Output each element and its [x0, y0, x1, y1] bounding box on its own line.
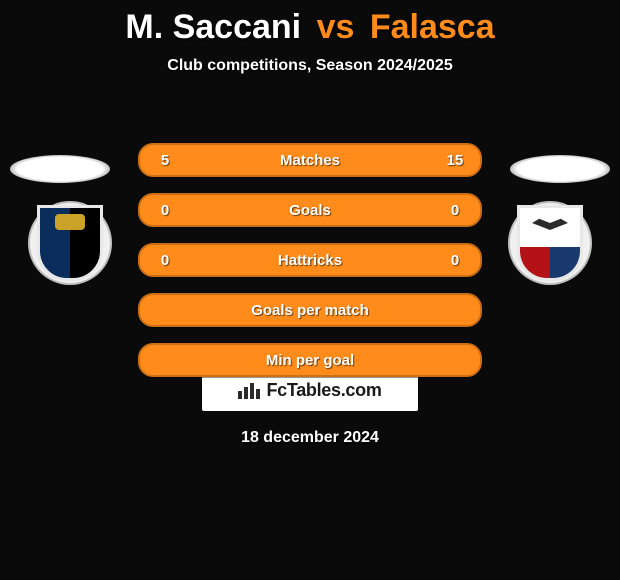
- subtitle: Club competitions, Season 2024/2025: [0, 57, 620, 75]
- halo-right: [510, 155, 610, 183]
- page-title: M. Saccani vs Falasca: [0, 0, 620, 47]
- stat-row-goals-per-match: Goals per match: [138, 293, 482, 327]
- crest-casertana-icon: [517, 205, 583, 281]
- title-player2: Falasca: [370, 8, 495, 46]
- club-badge-left: [28, 201, 112, 285]
- stat-label: Min per goal: [140, 352, 480, 369]
- date: 18 december 2024: [0, 429, 620, 447]
- club-badge-right: [508, 201, 592, 285]
- stat-label: Goals per match: [140, 302, 480, 319]
- stat-label: Matches: [140, 152, 480, 169]
- halo-left: [10, 155, 110, 183]
- stat-row-min-per-goal: Min per goal: [138, 343, 482, 377]
- title-vs: vs: [317, 8, 355, 46]
- stat-row-goals: 0 Goals 0: [138, 193, 482, 227]
- crest-latina-icon: [37, 205, 103, 281]
- stat-label: Goals: [140, 202, 480, 219]
- stat-pills: 5 Matches 15 0 Goals 0 0 Hattricks 0 Goa…: [138, 143, 482, 377]
- bar-chart-icon: [238, 381, 260, 399]
- comparison-card: M. Saccani vs Falasca Club competitions,…: [0, 0, 620, 580]
- stat-row-hattricks: 0 Hattricks 0: [138, 243, 482, 277]
- watermark-text: FcTables.com: [266, 380, 381, 401]
- title-player1: M. Saccani: [125, 8, 301, 46]
- comparison-body: 5 Matches 15 0 Goals 0 0 Hattricks 0 Goa…: [0, 103, 620, 363]
- stat-row-matches: 5 Matches 15: [138, 143, 482, 177]
- stat-label: Hattricks: [140, 252, 480, 269]
